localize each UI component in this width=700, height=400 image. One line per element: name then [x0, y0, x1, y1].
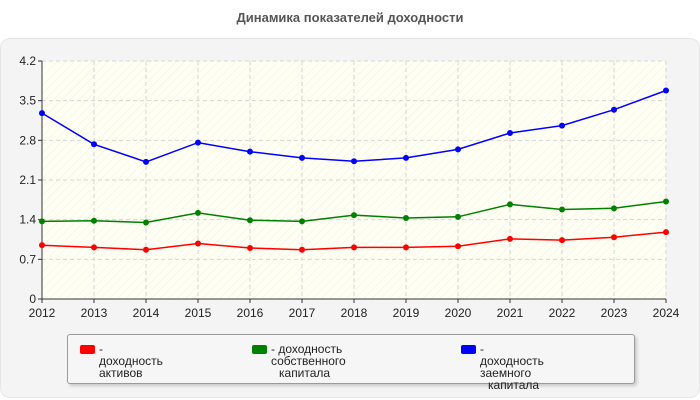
data-point-series-1 [663, 198, 669, 205]
data-point-series-2 [507, 129, 513, 136]
data-point-series-0 [39, 242, 45, 249]
data-point-series-0 [351, 244, 357, 251]
chart-title: Динамика показателей доходности [236, 10, 464, 25]
x-tick-label: 2017 [289, 306, 316, 320]
axes [38, 60, 667, 303]
legend-label-debt-line1: - доходность заемного [480, 342, 544, 380]
data-point-series-2 [663, 87, 669, 94]
data-point-series-1 [299, 218, 305, 225]
series-lines [39, 87, 669, 253]
data-point-series-1 [559, 206, 565, 213]
legend-swatch-debt [461, 345, 476, 354]
legend-label-equity-line1: - доходность собственного [271, 342, 346, 368]
data-point-series-1 [403, 214, 409, 221]
data-point-series-2 [559, 122, 565, 129]
x-tick-label: 2023 [601, 306, 628, 320]
y-tick-label: 1.4 [19, 213, 36, 227]
data-point-series-0 [403, 244, 409, 251]
data-point-series-2 [403, 154, 409, 161]
data-point-series-1 [507, 201, 513, 208]
x-tick-label: 2018 [341, 306, 368, 320]
x-tick-label: 2024 [653, 306, 680, 320]
y-tick-label: 3.5 [19, 94, 36, 108]
x-tick-label: 2016 [237, 306, 264, 320]
tick-labels: 0 0.7 1.4 2.1 2.8 3.5 4.2 2012 2013 2014 2015 2016 2… [19, 54, 679, 320]
data-point-series-0 [611, 234, 617, 241]
x-tick-label: 2020 [445, 306, 472, 320]
legend-label-assets: - доходность активов [99, 342, 163, 380]
x-tick-label: 2021 [497, 306, 524, 320]
x-tick-label: 2019 [393, 306, 420, 320]
data-point-series-0 [455, 243, 461, 250]
y-tick-label: 0.7 [19, 252, 36, 266]
y-tick-label: 0 [29, 292, 36, 306]
data-point-series-0 [143, 246, 149, 253]
legend-label-debt-line2: капитала [488, 378, 540, 392]
x-tick-label: 2013 [81, 306, 108, 320]
data-point-series-1 [351, 212, 357, 219]
data-point-series-1 [195, 209, 201, 216]
data-point-series-2 [611, 106, 617, 113]
data-point-series-1 [247, 217, 253, 224]
data-point-series-1 [455, 213, 461, 220]
data-point-series-1 [91, 217, 97, 224]
data-point-series-2 [195, 139, 201, 146]
grid-lines [42, 60, 667, 299]
data-point-series-0 [559, 237, 565, 244]
data-point-series-2 [455, 146, 461, 153]
data-point-series-0 [195, 240, 201, 247]
data-point-series-0 [247, 245, 253, 251]
data-point-series-0 [507, 235, 513, 242]
data-point-series-1 [611, 205, 617, 212]
data-point-series-1 [143, 219, 149, 226]
x-tick-label: 2012 [29, 306, 56, 320]
y-tick-label: 4.2 [19, 54, 36, 68]
y-tick-label: 2.1 [19, 173, 36, 187]
data-point-series-2 [143, 158, 149, 165]
data-point-series-0 [91, 244, 97, 251]
x-tick-label: 2014 [133, 306, 160, 320]
data-point-series-2 [247, 148, 253, 155]
legend-label-equity-line2: капитала [279, 366, 331, 380]
legend-swatch-equity [252, 345, 267, 354]
data-point-series-2 [39, 110, 45, 117]
data-point-series-0 [663, 229, 669, 236]
x-tick-label: 2022 [549, 306, 576, 320]
data-point-series-2 [351, 158, 357, 165]
data-point-series-0 [299, 246, 305, 253]
legend-swatch-assets [80, 345, 95, 354]
x-tick-label: 2015 [185, 306, 212, 320]
data-point-series-2 [91, 141, 97, 148]
legend: - доходность активов - доходность собств… [67, 334, 635, 391]
data-point-series-1 [39, 218, 45, 225]
y-tick-label: 2.8 [19, 133, 36, 147]
data-point-series-2 [299, 154, 305, 161]
